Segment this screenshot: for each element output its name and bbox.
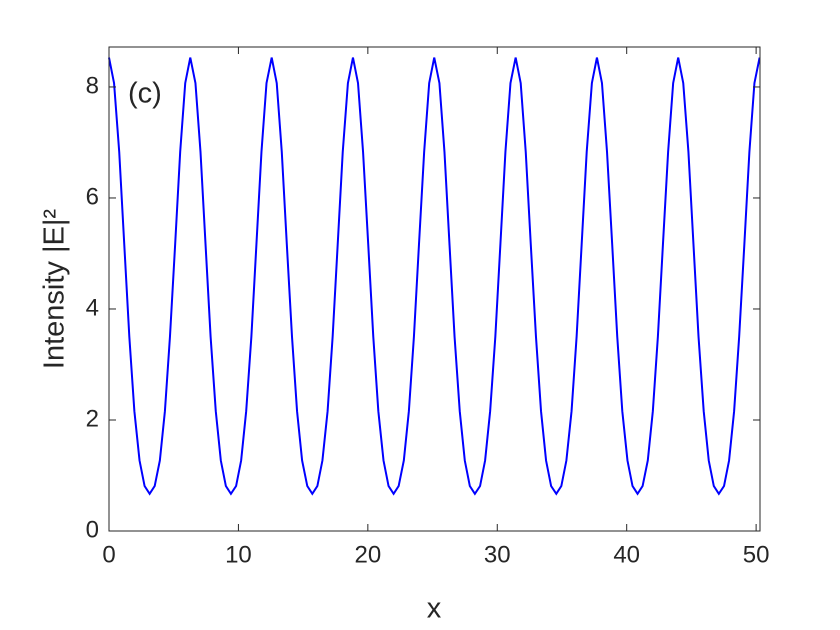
data-line xyxy=(108,57,761,496)
x-tick-label: 50 xyxy=(743,541,770,568)
x-tick-label: 40 xyxy=(613,541,640,568)
x-tick-label: 20 xyxy=(354,541,381,568)
panel-label: (c) xyxy=(128,78,162,110)
x-tick-label: 0 xyxy=(102,541,115,568)
y-tick-label: 6 xyxy=(86,183,99,210)
x-tick-label: 30 xyxy=(484,541,511,568)
y-axis-label: Intensity |E|² xyxy=(39,209,71,369)
y-tick-label: 2 xyxy=(86,405,99,432)
y-tick-label: 8 xyxy=(86,72,99,99)
y-tick-label: 4 xyxy=(86,294,99,321)
x-tick-label: 10 xyxy=(225,541,252,568)
x-axis-label: x xyxy=(427,593,442,625)
plot-box xyxy=(108,46,761,532)
y-tick-label: 0 xyxy=(86,516,99,543)
